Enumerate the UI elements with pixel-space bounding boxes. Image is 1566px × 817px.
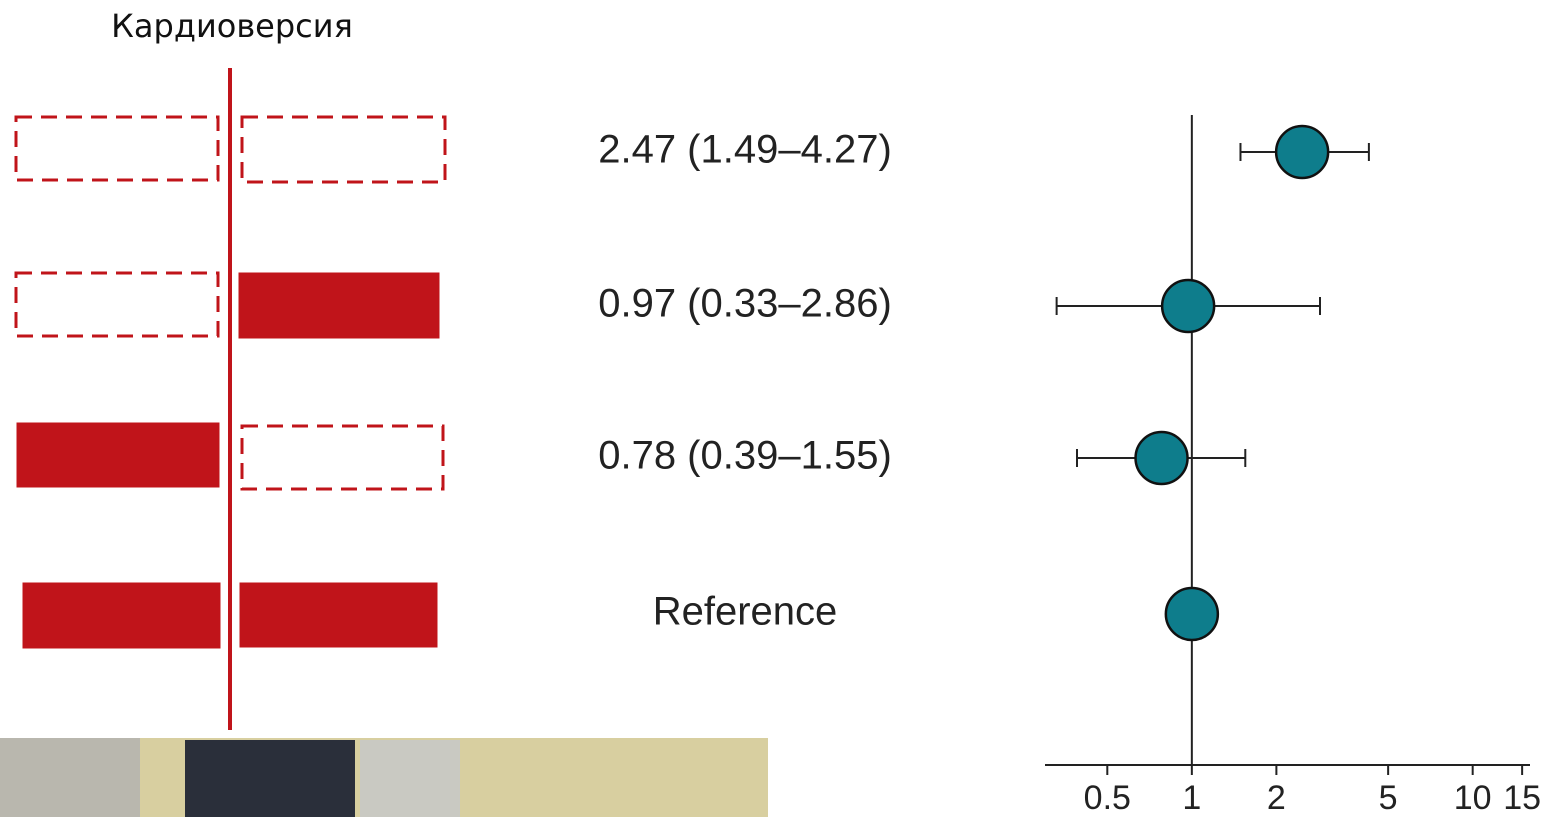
dashed-box: [16, 273, 218, 336]
estimate-label: Reference: [653, 590, 838, 634]
solid-box: [24, 584, 219, 647]
solid-box: [240, 274, 438, 337]
x-tick-label: 10: [1454, 779, 1492, 817]
estimate-label: 0.78 (0.39–1.55): [598, 434, 892, 478]
solid-box: [18, 424, 218, 486]
photo-shape: [0, 738, 140, 817]
point: [1166, 588, 1218, 640]
chart: Кардиоверсия 0.5 1 2 5 10 15 2.47 (1.49–4.27) 0…: [0, 0, 1566, 817]
monitor: [185, 740, 355, 817]
chart-title: Кардиоверсия: [111, 7, 353, 45]
dashed-box: [242, 117, 445, 182]
estimate-label: 0.97 (0.33–2.86): [598, 282, 892, 326]
dashed-box: [16, 117, 218, 180]
x-tick-label: 1: [1182, 779, 1201, 817]
point: [1162, 280, 1214, 332]
pattern-panel: [16, 68, 445, 730]
point: [1136, 432, 1188, 484]
device: [360, 740, 460, 817]
solid-box: [241, 584, 436, 646]
estimate-label: 2.47 (1.49–4.27): [598, 128, 892, 172]
x-tick-label: 15: [1503, 779, 1541, 817]
point: [1276, 126, 1328, 178]
photo: [0, 738, 768, 817]
x-tick-label: 5: [1379, 779, 1398, 817]
x-tick-label: 2: [1267, 779, 1286, 817]
dashed-box: [242, 426, 443, 489]
x-tick-label: 0.5: [1084, 779, 1131, 817]
